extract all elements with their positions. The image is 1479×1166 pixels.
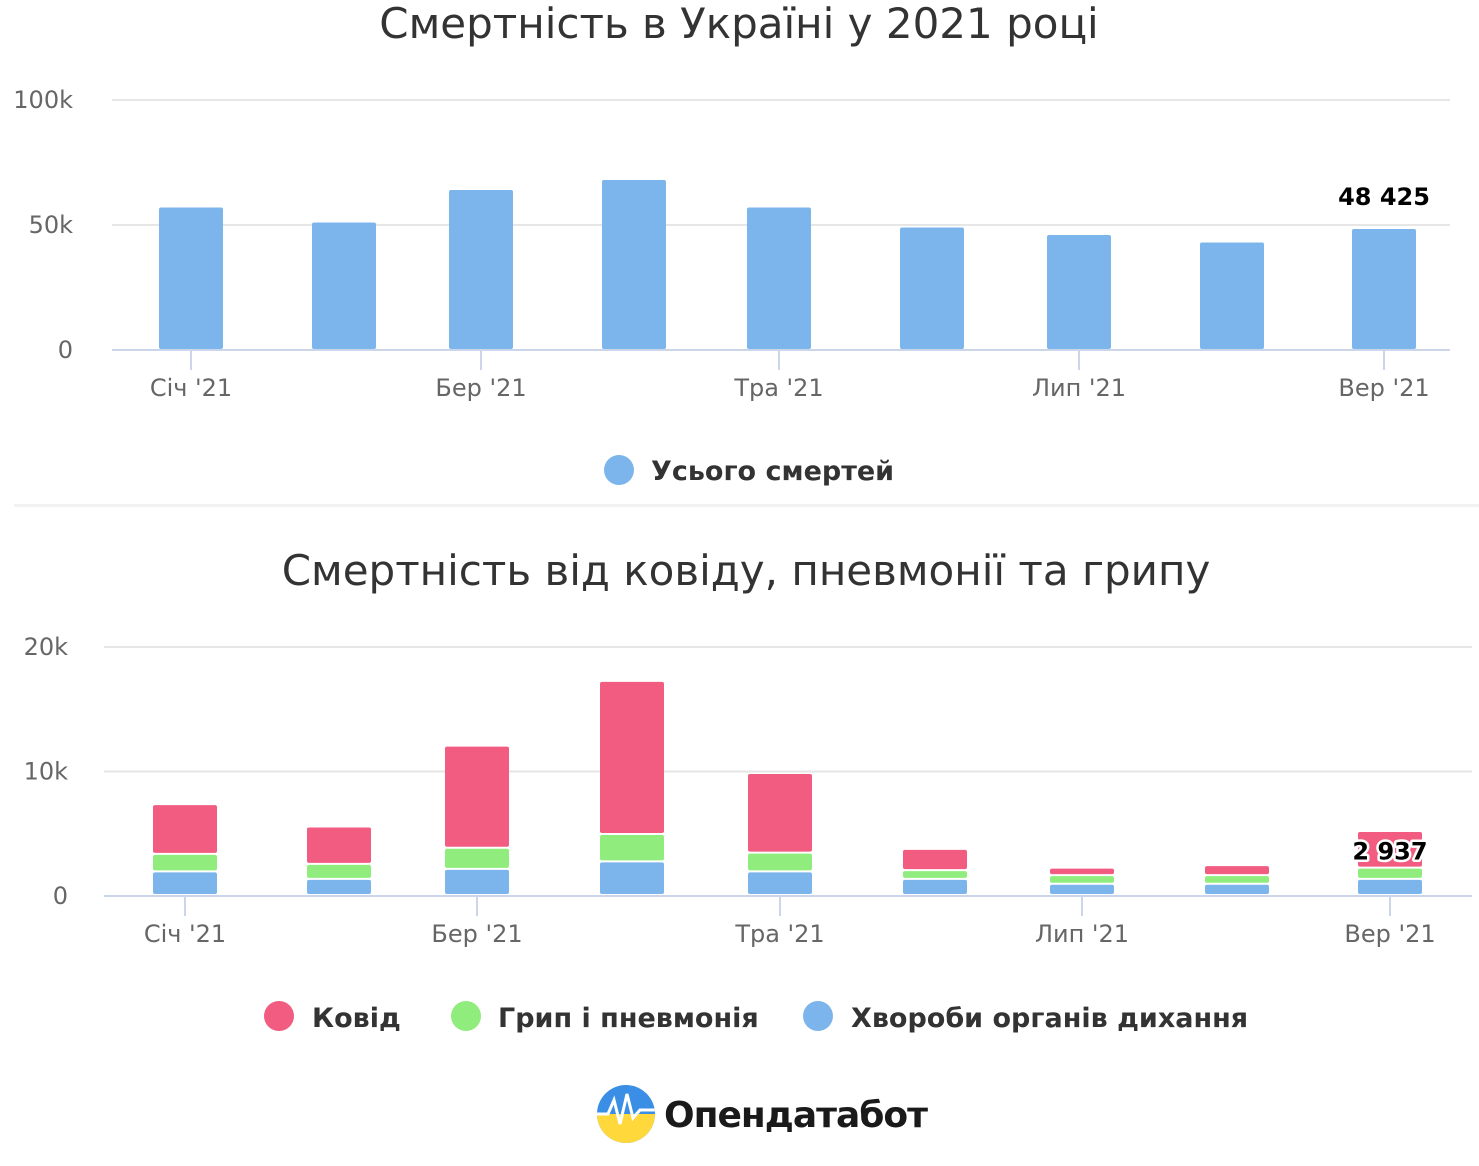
bar-covid-mar-21[interactable]: [445, 746, 509, 847]
x-tick-label: Лип '21: [1035, 920, 1129, 948]
legend-marker-respiratory: [803, 1001, 833, 1031]
opendatabot-logo-icon: [597, 1085, 655, 1143]
legend-marker-total: [604, 455, 634, 485]
bar-respiratory-mar-21[interactable]: [445, 869, 509, 894]
chart-1-bars: [159, 180, 1416, 349]
bar-covid-sep-21[interactable]: [1358, 832, 1422, 867]
x-tick-label: Тра '21: [734, 920, 824, 948]
bar-flu-pneumonia-sep-21[interactable]: [1358, 868, 1422, 878]
bar-covid-jun-21[interactable]: [903, 849, 967, 870]
chart-1-y-axis: 0 50k 100k: [13, 86, 73, 364]
legend-item-respiratory[interactable]: Хвороби органів дихання: [803, 1001, 1248, 1034]
bar-total-jun-21[interactable]: [900, 227, 964, 350]
bar-flu-pneumonia-jan-21[interactable]: [153, 854, 217, 871]
logo-text: Опендатабот: [664, 1095, 928, 1136]
bar-respiratory-apr-21[interactable]: [600, 862, 664, 894]
bar-respiratory-jun-21[interactable]: [903, 879, 967, 894]
chart-2-bars: [153, 681, 1422, 894]
y-tick-label: 10k: [24, 758, 69, 786]
chart-2-title: Смертність від ковіду, пневмонії та грип…: [282, 546, 1211, 595]
x-tick-label: Вер '21: [1338, 374, 1429, 402]
bar-total-jan-21[interactable]: [159, 207, 223, 350]
chart-1-x-axis: Січ '21 Бер '21 Тра '21 Лип '21 Вер '21: [112, 349, 1450, 402]
bar-total-sep-21[interactable]: [1352, 228, 1416, 349]
y-tick-label: 100k: [13, 86, 73, 114]
x-tick-label: Бер '21: [435, 374, 526, 402]
y-tick-label: 0: [58, 336, 73, 364]
bar-respiratory-aug-21[interactable]: [1205, 884, 1269, 894]
y-tick-label: 20k: [24, 633, 69, 661]
opendatabot-logo: Опендатабот: [597, 1085, 929, 1143]
x-tick-label: Вер '21: [1344, 920, 1435, 948]
bar-respiratory-jul-21[interactable]: [1050, 884, 1114, 894]
bar-flu-pneumonia-aug-21[interactable]: [1205, 876, 1269, 883]
bar-flu-pneumonia-may-21[interactable]: [748, 853, 812, 871]
chart-2-x-axis: Січ '21 Бер '21 Тра '21 Лип '21 Вер '21: [104, 895, 1472, 948]
chart-2-y-axis: 0 10k 20k: [24, 633, 69, 910]
panel-divider: [14, 504, 1479, 507]
chart-1-title: Смертність в Україні у 2021 році: [379, 0, 1098, 48]
data-label-sep-21: 2 937: [1352, 837, 1427, 865]
bar-covid-may-21[interactable]: [748, 773, 812, 852]
legend-item-covid[interactable]: Ковід: [264, 1001, 401, 1034]
legend-label-covid: Ковід: [312, 1003, 401, 1034]
bar-total-apr-21[interactable]: [602, 180, 666, 349]
bar-flu-pneumonia-mar-21[interactable]: [445, 848, 509, 868]
bar-respiratory-jan-21[interactable]: [153, 872, 217, 894]
chart-2-legend: Ковід Грип і пневмонія Хвороби органів д…: [264, 1001, 1248, 1034]
legend-marker-flu-pneumonia: [451, 1001, 481, 1031]
chart-1-data-labels: 48 425: [1338, 183, 1430, 211]
bar-total-jul-21[interactable]: [1047, 235, 1111, 349]
x-tick-label: Лип '21: [1032, 374, 1126, 402]
legend-label-respiratory: Хвороби органів дихання: [851, 1003, 1248, 1034]
bar-total-may-21[interactable]: [747, 207, 811, 350]
bar-flu-pneumonia-jun-21[interactable]: [903, 871, 967, 878]
bar-covid-apr-21[interactable]: [600, 681, 664, 833]
bar-covid-feb-21[interactable]: [307, 827, 371, 863]
bar-respiratory-feb-21[interactable]: [307, 879, 371, 894]
bar-total-mar-21[interactable]: [449, 190, 513, 349]
bar-covid-jan-21[interactable]: [153, 805, 217, 853]
bar-respiratory-sep-21[interactable]: [1358, 879, 1422, 894]
bar-flu-pneumonia-feb-21[interactable]: [307, 864, 371, 878]
x-tick-label: Січ '21: [144, 920, 226, 948]
bar-flu-pneumonia-apr-21[interactable]: [600, 834, 664, 861]
y-tick-label: 50k: [29, 211, 74, 239]
bar-respiratory-may-21[interactable]: [748, 872, 812, 894]
legend-item-flu-pneumonia[interactable]: Грип і пневмонія: [451, 1001, 759, 1034]
chart-1-gridlines: [112, 99, 1450, 226]
legend-marker-covid: [264, 1001, 294, 1031]
chart-1-legend[interactable]: Усього смертей: [604, 455, 894, 487]
legend-label-flu-pneumonia: Грип і пневмонія: [498, 1003, 759, 1034]
chart-total-deaths: Смертність в Україні у 2021 році Січ '21…: [13, 0, 1450, 487]
bar-covid-jul-21[interactable]: [1050, 868, 1114, 875]
data-label-sep-21: 48 425: [1338, 183, 1430, 211]
x-tick-label: Тра '21: [733, 374, 823, 402]
bar-flu-pneumonia-jul-21[interactable]: [1050, 876, 1114, 883]
y-tick-label: 0: [53, 882, 68, 910]
chart-2-data-labels: 2 937: [1350, 835, 1430, 868]
x-tick-label: Бер '21: [431, 920, 522, 948]
chart-covid-flu-pneumonia: Смертність від ковіду, пневмонії та грип…: [24, 546, 1472, 1034]
x-tick-label: Січ '21: [150, 374, 232, 402]
chart-2-gridlines: [104, 646, 1472, 773]
bar-total-feb-21[interactable]: [312, 222, 376, 350]
legend-label-total: Усього смертей: [651, 456, 894, 487]
bar-total-aug-21[interactable]: [1200, 242, 1264, 350]
bar-covid-aug-21[interactable]: [1205, 866, 1269, 875]
